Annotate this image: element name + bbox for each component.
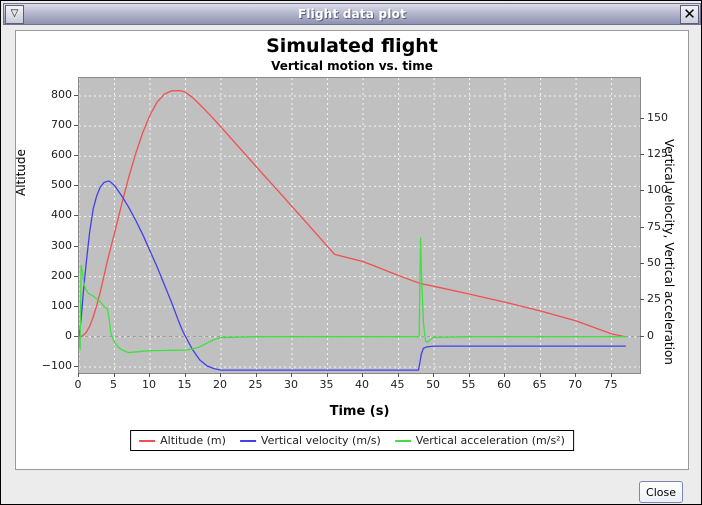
y-tick-label-right: 50 — [647, 256, 661, 269]
x-tick-label: 10 — [142, 378, 156, 391]
legend-swatch-icon — [239, 439, 256, 442]
close-button[interactable]: Close — [639, 481, 683, 503]
x-tick-label: 35 — [319, 378, 334, 391]
x-tick-label: 45 — [390, 378, 405, 391]
x-tick-mark — [149, 373, 150, 377]
y-tick-mark-left — [74, 365, 78, 367]
chart-panel: Simulated flight Vertical motion vs. tim… — [15, 30, 689, 470]
y-tick-label-right: 100 — [647, 183, 668, 197]
legend-label: Vertical acceleration (m/s²) — [415, 434, 565, 447]
x-tick-mark — [255, 373, 257, 377]
y-tick-label-right: 75 — [647, 219, 661, 233]
x-tick-mark — [113, 373, 115, 377]
y-tick-label-right: 0 — [647, 328, 654, 342]
x-tick-label: 40 — [355, 378, 370, 391]
y-tick-mark-right — [640, 154, 644, 156]
plot-svg — [79, 78, 640, 373]
x-tick-label: 0 — [74, 378, 82, 391]
window-menu-icon[interactable]: ▽ — [5, 4, 24, 24]
y-tick-label-left: 100 — [51, 298, 72, 312]
window-title: Flight data plot — [297, 7, 407, 21]
x-tick-mark — [78, 373, 79, 377]
y-tick-mark-left — [74, 275, 78, 277]
y-tick-mark-left — [74, 125, 78, 127]
x-tick-mark — [504, 373, 506, 377]
y-tick-label-right: 150 — [647, 110, 668, 124]
y-tick-mark-left — [74, 185, 78, 187]
x-tick-label: 55 — [461, 378, 476, 391]
legend-item: Altitude (m) — [139, 434, 226, 447]
x-tick-label: 65 — [532, 378, 547, 391]
y-tick-mark-right — [640, 263, 644, 264]
legend-label: Vertical velocity (m/s) — [260, 434, 381, 447]
window-titlebar: ▽ Flight data plot ✕ — [3, 3, 701, 25]
legend-label: Altitude (m) — [160, 434, 226, 447]
x-tick-mark — [184, 373, 186, 377]
x-tick-label: 25 — [248, 378, 263, 391]
legend-swatch-icon — [394, 439, 411, 442]
x-tick-mark — [575, 373, 577, 377]
x-tick-mark — [362, 373, 364, 377]
y-tick-label-left: 0 — [65, 328, 72, 342]
chart-legend: Altitude (m) Vertical velocity (m/s) Verti… — [130, 430, 574, 451]
y-tick-mark-left — [74, 335, 78, 337]
x-tick-label: 75 — [603, 378, 618, 391]
y-tick-label-right: 125 — [647, 147, 668, 161]
y-axis-left-label: Altitude — [15, 149, 28, 196]
x-axis-label: Time (s) — [329, 404, 390, 419]
y-tick-mark-left — [74, 215, 78, 217]
y-tick-mark-right — [640, 190, 644, 192]
y-tick-mark-left — [74, 245, 78, 247]
x-tick-mark — [220, 373, 222, 377]
y-tick-mark-left — [74, 95, 78, 97]
y-tick-label-left: 300 — [51, 238, 72, 252]
x-tick-mark — [326, 373, 328, 377]
y-tick-mark-left — [74, 305, 78, 307]
x-tick-label: 70 — [568, 378, 583, 391]
x-tick-label: 15 — [177, 378, 192, 391]
x-tick-label: 5 — [110, 378, 117, 391]
window-content: Simulated flight Vertical motion vs. tim… — [3, 26, 701, 503]
y-tick-label-left: 500 — [51, 178, 72, 192]
y-tick-label-left: 700 — [51, 118, 72, 132]
y-tick-label-left: 600 — [51, 148, 72, 162]
y-tick-label-left: 400 — [51, 208, 72, 222]
x-tick-label: 50 — [426, 378, 441, 391]
x-tick-label: 60 — [497, 378, 512, 391]
y-tick-label-right: 25 — [647, 292, 661, 306]
y-tick-mark-right — [640, 299, 644, 301]
x-tick-mark — [610, 373, 612, 377]
plot-area — [78, 77, 641, 374]
x-tick-label: 20 — [213, 378, 228, 391]
close-icon[interactable]: ✕ — [680, 4, 699, 24]
y-tick-label-left: 800 — [51, 88, 72, 102]
x-tick-mark — [433, 373, 435, 377]
x-tick-mark — [539, 373, 541, 377]
legend-swatch-icon — [139, 439, 156, 442]
y-tick-mark-right — [640, 335, 644, 337]
y-tick-mark-right — [640, 117, 644, 119]
chart-title: Simulated flight — [266, 35, 438, 57]
x-tick-mark — [468, 373, 470, 377]
chart-subtitle: Vertical motion vs. time — [271, 59, 433, 73]
y-tick-mark-left — [74, 155, 78, 157]
x-tick-mark — [291, 373, 293, 377]
legend-item: Vertical acceleration (m/s²) — [394, 434, 565, 447]
x-tick-mark — [397, 373, 399, 377]
y-tick-label-left: 200 — [51, 268, 72, 282]
y-tick-label-left: −100 — [41, 358, 72, 372]
legend-item: Vertical velocity (m/s) — [239, 434, 381, 447]
y-tick-mark-right — [640, 226, 644, 228]
x-tick-label: 30 — [284, 378, 299, 391]
